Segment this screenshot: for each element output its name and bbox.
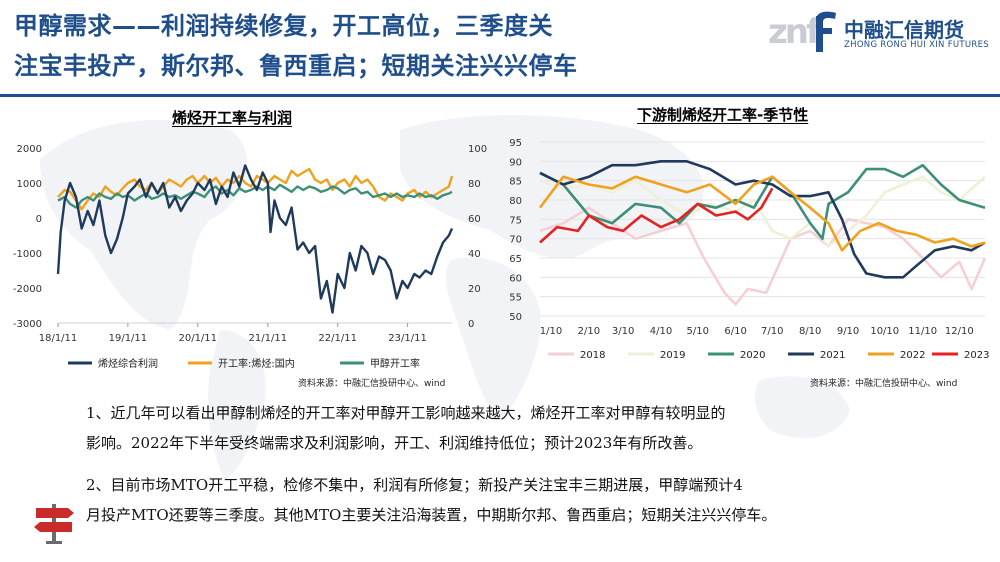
y-left-tick-label: 1000: [17, 179, 42, 190]
paragraph-2-line-2: 月投产MTO还要等三季度。其他MTO主要关注沿海装置，中期斯尔邦、鲁西重启；短期…: [86, 506, 777, 524]
y-right-tick-label: 40: [468, 249, 481, 260]
x-tick-label: 5/10: [686, 326, 708, 337]
y-right-tick-label: 80: [468, 179, 481, 190]
y-tick-label: 85: [509, 177, 522, 188]
series-line-2023: [539, 187, 774, 244]
x-tick-label: 22/1/11: [318, 333, 357, 344]
series-line-2019: [539, 175, 986, 248]
y-tick-label: 95: [509, 138, 522, 149]
y-tick-label: 75: [509, 215, 522, 226]
signpost-icon: [34, 504, 74, 544]
x-tick-label: 21/1/11: [249, 333, 288, 344]
title-line-1: 甲醇需求——利润持续修复，开工高位，三季度关: [14, 12, 553, 40]
title-divider: [0, 94, 1000, 97]
y-left-tick-label: 0: [36, 214, 42, 225]
left-chart: 2000 1000 0 -1000 -2000 -3000 100 80 60 40 20 0 18/1…: [13, 144, 487, 370]
paragraph-1: 1、近几年可以看出甲醇制烯烃的开工率对甲醇开工影响越来越大，烯烃开工率对甲醇有较…: [86, 398, 986, 458]
legend-label: 开工率:烯烃:国内: [218, 357, 295, 370]
y-left-tick-label: -1000: [13, 249, 42, 260]
series-line-2: [57, 167, 454, 211]
y-right-tick-label: 0: [468, 319, 474, 330]
series-line-2021: [539, 160, 986, 279]
paragraph-1-line-1: 1、近几年可以看出甲醇制烯烃的开工率对甲醇开工影响越来越大，烯烃开工率对甲醇有较…: [86, 404, 726, 422]
header: 甲醇需求——利润持续修复，开工高位，三季度关 注宝丰投产，斯尔邦、鲁西重启；短期…: [0, 0, 1000, 98]
y-left-tick-label: -3000: [13, 319, 42, 330]
series-line-1: [56, 164, 454, 314]
logo-english-name: ZHONG RONG HUI XIN FUTURES: [844, 40, 990, 50]
page-title: 甲醇需求——利润持续修复，开工高位，三季度关 注宝丰投产，斯尔邦、鲁西重启；短期…: [14, 6, 714, 86]
paragraph-2-line-1: 2、目前市场MTO开工平稳，检修不集中，利润有所修复；新投产关注宝丰三期进展，甲…: [86, 476, 743, 494]
y-tick-label: 80: [509, 196, 522, 207]
x-tick-label: 4/10: [650, 326, 672, 337]
x-tick-label: 9/10: [837, 326, 859, 337]
legend-label: 2018: [580, 350, 605, 361]
x-tick-label: 6/10: [724, 326, 746, 337]
right-chart-source: 资料来源：中融汇信投研中心、wind: [810, 379, 958, 389]
x-tick-label: 2/10: [578, 326, 600, 337]
right-chart-title: 下游制烯烃开工率-季节性: [637, 106, 809, 124]
legend-label: 2022: [900, 350, 925, 361]
x-tick-label: 7/10: [761, 326, 783, 337]
x-tick-label: 1/10: [540, 326, 562, 337]
y-right-tick-label: 100: [468, 144, 487, 155]
company-logo: znf 中融汇信期货 ZHONG RONG HUI XIN FUTURES: [768, 10, 993, 60]
series-line-2018: [539, 206, 987, 306]
x-tick-label: 20/1/11: [178, 333, 217, 344]
x-tick-label: 19/1/11: [109, 333, 148, 344]
y-left-tick-label: -2000: [13, 284, 42, 295]
series-line-2022: [538, 175, 986, 252]
paragraph-2: 2、目前市场MTO开工平稳，检修不集中，利润有所修复；新投产关注宝丰三期进展，甲…: [86, 470, 986, 530]
y-tick-label: 70: [509, 235, 522, 246]
legend-label: 2019: [660, 350, 685, 361]
legend-label: 甲醇开工率: [370, 357, 420, 370]
x-tick-label: 11/10: [908, 326, 937, 337]
right-chart: 95 90 85 80 75 70 65 60 55 50 1/10 2/10 3/10 4/10 5/10…: [509, 138, 989, 361]
left-chart-title: 烯烃开工率与利润: [172, 109, 293, 127]
x-tick-label: 10/10: [870, 326, 899, 337]
x-tick-label: 23/1/11: [388, 333, 427, 344]
x-tick-label: 8/10: [799, 326, 821, 337]
left-chart-source: 资料来源：中融汇信投研中心、wind: [298, 379, 446, 389]
title-line-2: 注宝丰投产，斯尔邦、鲁西重启；短期关注兴兴停车: [14, 52, 578, 80]
y-tick-label: 90: [509, 157, 522, 168]
y-left-tick-label: 2000: [17, 144, 42, 155]
legend-label: 2023: [964, 350, 989, 361]
paragraph-1-line-2: 影响。2022年下半年受终端需求及利润影响，开工、利润维持低位；预计2023年有…: [86, 434, 703, 452]
logo-mark-text: znf: [768, 12, 821, 52]
legend-label: 烯烃综合利润: [98, 357, 158, 370]
logo-f-icon: [816, 11, 836, 52]
x-tick-label: 3/10: [612, 326, 634, 337]
y-tick-label: 65: [509, 254, 522, 265]
legend-label: 2021: [820, 350, 845, 361]
y-tick-label: 60: [509, 273, 522, 284]
y-right-tick-label: 60: [468, 214, 481, 225]
y-tick-label: 55: [509, 293, 522, 304]
x-tick-label: 18/1/11: [39, 333, 78, 344]
legend-label: 2020: [740, 350, 765, 361]
x-tick-label: 12/10: [945, 326, 974, 337]
logo-chinese-name: 中融汇信期货: [844, 18, 964, 42]
y-tick-label: 50: [509, 312, 522, 323]
y-right-tick-label: 20: [468, 284, 481, 295]
